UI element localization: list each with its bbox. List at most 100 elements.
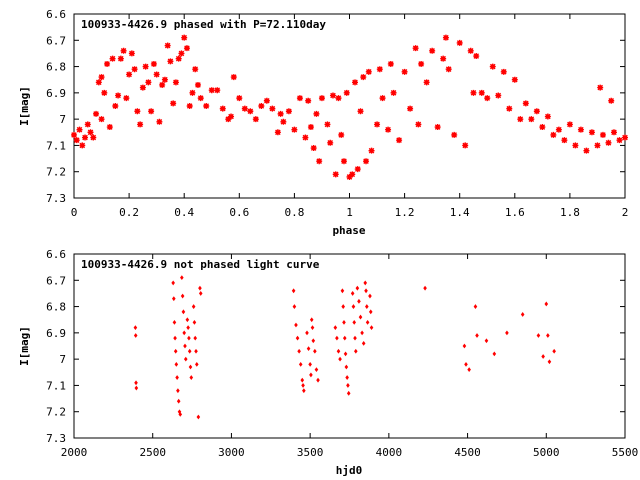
data-point	[342, 319, 346, 325]
data-point	[156, 118, 163, 125]
y-tick-label: 7.2	[46, 406, 66, 419]
data-point	[228, 113, 235, 120]
data-point	[349, 171, 356, 178]
data-point	[274, 129, 281, 136]
data-point	[187, 335, 191, 341]
data-point	[368, 293, 372, 299]
data-point	[183, 45, 190, 52]
data-point	[311, 338, 316, 344]
data-point	[445, 66, 452, 73]
data-point	[173, 348, 178, 354]
data-point	[599, 131, 606, 138]
data-point	[82, 134, 89, 141]
x-tick-label: 0.2	[119, 206, 139, 219]
plot-frame	[73, 13, 626, 199]
data-point	[440, 55, 447, 62]
data-point	[379, 95, 386, 102]
plot-title: 100933-4426.9 not phased light curve	[81, 258, 320, 271]
data-point	[208, 87, 215, 94]
y-axis-label: I[mag]	[18, 326, 31, 366]
data-point	[336, 348, 341, 354]
data-point	[269, 105, 276, 112]
data-point	[296, 95, 303, 102]
x-axis-label: phase	[332, 224, 365, 237]
data-point	[188, 364, 193, 370]
data-point	[555, 126, 562, 133]
data-point	[167, 58, 174, 65]
data-point	[172, 319, 177, 325]
data-point	[263, 97, 270, 104]
data-point	[605, 139, 612, 146]
data-point	[159, 81, 166, 88]
data-point	[172, 79, 179, 86]
data-point	[522, 100, 529, 107]
data-point	[181, 34, 188, 41]
data-points	[133, 275, 556, 420]
data-point	[343, 89, 350, 96]
data-point	[308, 362, 312, 367]
data-point	[407, 105, 414, 112]
data-point	[310, 145, 317, 152]
plot-frame	[73, 253, 626, 439]
x-tick-label: 0.6	[229, 206, 249, 219]
data-point	[369, 325, 374, 330]
data-point	[547, 359, 552, 365]
data-point	[292, 304, 297, 309]
data-point	[351, 304, 356, 309]
data-point	[423, 285, 427, 291]
data-point	[189, 375, 194, 380]
plot-title: 100933-4426.9 phased with P=72.110day	[81, 18, 326, 31]
data-point	[187, 348, 192, 354]
data-point	[363, 280, 368, 286]
x-tick-label: 1	[346, 206, 353, 219]
data-point	[197, 95, 204, 102]
data-point	[131, 66, 138, 73]
data-point	[87, 129, 94, 136]
data-point	[314, 367, 319, 373]
data-point	[355, 285, 360, 291]
x-tick-label: 4500	[454, 446, 481, 459]
data-point	[193, 335, 198, 341]
data-point	[313, 348, 317, 354]
data-point	[533, 108, 540, 115]
data-point	[346, 173, 353, 180]
data-point	[142, 63, 149, 70]
data-point	[170, 100, 177, 107]
data-point	[134, 380, 138, 386]
data-point	[376, 66, 383, 73]
data-point	[134, 108, 141, 115]
data-point	[181, 309, 186, 315]
data-point	[126, 71, 133, 78]
data-point	[324, 121, 331, 128]
data-point	[423, 79, 430, 86]
data-point	[139, 84, 146, 91]
data-point	[561, 137, 568, 144]
data-point	[153, 71, 160, 78]
data-point	[341, 304, 346, 309]
data-point	[475, 333, 479, 338]
data-point	[219, 105, 226, 112]
data-point	[489, 63, 496, 70]
data-point	[106, 124, 113, 131]
y-tick-label: 7.1	[46, 379, 66, 392]
data-point	[117, 55, 124, 62]
data-point	[297, 348, 301, 354]
data-point	[329, 92, 336, 99]
y-tick-label: 6.8	[46, 61, 66, 74]
y-tick-label: 6.9	[46, 327, 66, 340]
data-point	[230, 74, 237, 81]
data-point	[123, 95, 130, 102]
data-point	[352, 79, 359, 86]
data-point	[192, 66, 199, 73]
x-tick-label: 0.8	[284, 206, 304, 219]
y-tick-label: 7.1	[46, 139, 66, 152]
data-point	[133, 333, 138, 338]
data-point	[360, 74, 367, 81]
data-point	[500, 68, 507, 75]
data-point	[396, 137, 403, 144]
data-point	[302, 134, 309, 141]
data-point	[505, 330, 509, 336]
y-axis-label: I[mag]	[18, 86, 31, 126]
data-point	[115, 92, 122, 99]
